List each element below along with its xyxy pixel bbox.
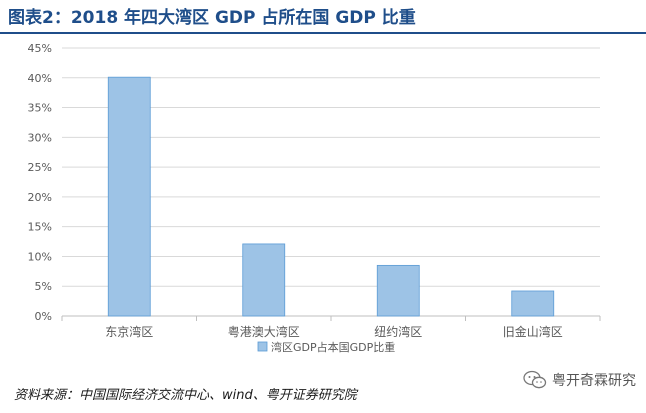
bar	[511, 290, 555, 317]
x-tick-label: 粤港澳大湾区	[228, 324, 300, 339]
bar	[107, 76, 151, 317]
y-tick-label: 35%	[28, 102, 52, 115]
legend-swatch	[257, 341, 268, 352]
y-tick-label: 45%	[28, 42, 52, 55]
source-note: 资料来源：中国国际经济交流中心、wind、粤开证券研究院	[14, 388, 357, 403]
wechat-icon	[523, 370, 547, 389]
bar	[376, 264, 420, 317]
chart-title: 图表2：2018 年四大湾区 GDP 占所在国 GDP 比重	[8, 8, 416, 28]
bar	[242, 243, 286, 317]
x-tick-label: 纽约湾区	[374, 324, 422, 339]
y-tick-label: 10%	[28, 250, 52, 263]
title-divider	[0, 32, 646, 34]
y-tick-label: 0%	[35, 310, 52, 323]
watermark-label: 粤开奇霖研究	[552, 373, 636, 389]
watermark: 粤开奇霖研究	[523, 370, 636, 390]
y-tick-label: 20%	[28, 191, 52, 204]
x-tick-label: 旧金山湾区	[503, 324, 563, 339]
y-tick-label: 40%	[28, 72, 52, 85]
y-tick-label: 25%	[28, 161, 52, 174]
y-tick-label: 5%	[35, 280, 52, 293]
y-tick-label: 30%	[28, 131, 52, 144]
chart-canvas: 0% 5% 10% 15% 20% 25% 30% 35% 40% 45% 东京湾区 粤港澳大湾区 纽约…	[28, 42, 601, 354]
bar-chart: 0% 5% 10% 15% 20% 25% 30% 35% 40% 45% 东京湾区 粤港澳大湾区 纽约…	[0, 38, 646, 380]
x-tick-label: 东京湾区	[105, 324, 153, 339]
y-tick-label: 15%	[28, 221, 52, 234]
legend-label: 湾区GDP占本国GDP比重	[271, 340, 395, 354]
